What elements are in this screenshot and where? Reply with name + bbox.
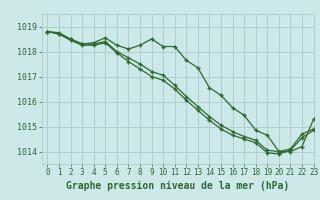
X-axis label: Graphe pression niveau de la mer (hPa): Graphe pression niveau de la mer (hPa)	[66, 181, 289, 191]
